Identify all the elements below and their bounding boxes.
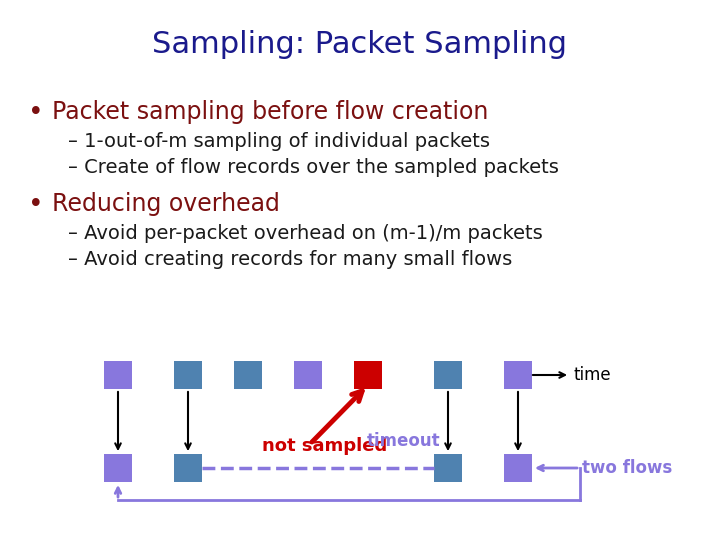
Text: – Avoid creating records for many small flows: – Avoid creating records for many small … xyxy=(68,250,512,269)
FancyBboxPatch shape xyxy=(104,454,132,482)
FancyBboxPatch shape xyxy=(354,361,382,389)
Text: two flows: two flows xyxy=(582,459,672,477)
Text: timeout: timeout xyxy=(366,432,440,450)
FancyBboxPatch shape xyxy=(234,361,262,389)
FancyBboxPatch shape xyxy=(174,361,202,389)
FancyBboxPatch shape xyxy=(294,361,322,389)
Text: Packet sampling before flow creation: Packet sampling before flow creation xyxy=(52,100,488,124)
Text: •: • xyxy=(28,192,44,218)
FancyBboxPatch shape xyxy=(434,361,462,389)
Text: •: • xyxy=(28,100,44,126)
FancyBboxPatch shape xyxy=(504,361,532,389)
Text: – 1-out-of-m sampling of individual packets: – 1-out-of-m sampling of individual pack… xyxy=(68,132,490,151)
Text: Reducing overhead: Reducing overhead xyxy=(52,192,280,216)
Text: Sampling: Packet Sampling: Sampling: Packet Sampling xyxy=(153,30,567,59)
FancyBboxPatch shape xyxy=(104,361,132,389)
Text: not sampled: not sampled xyxy=(262,437,387,455)
FancyBboxPatch shape xyxy=(174,454,202,482)
FancyBboxPatch shape xyxy=(434,454,462,482)
Text: – Create of flow records over the sampled packets: – Create of flow records over the sample… xyxy=(68,158,559,177)
Text: time: time xyxy=(574,366,611,384)
FancyBboxPatch shape xyxy=(504,454,532,482)
Text: – Avoid per-packet overhead on (m-1)/m packets: – Avoid per-packet overhead on (m-1)/m p… xyxy=(68,224,543,243)
